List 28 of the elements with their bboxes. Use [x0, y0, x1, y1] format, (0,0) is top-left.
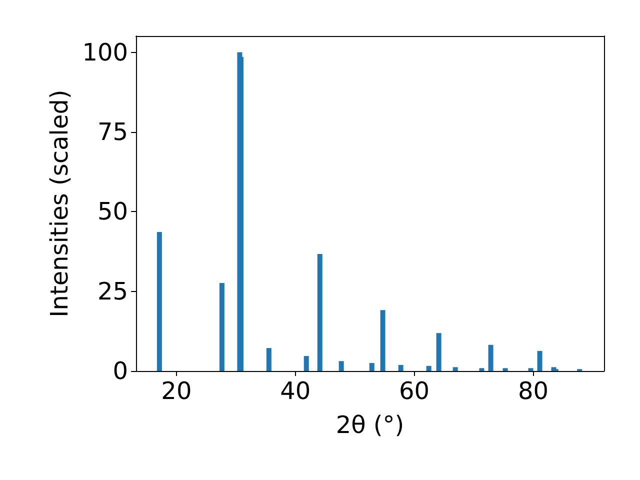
bar: [398, 364, 404, 371]
bar: [304, 356, 309, 371]
x-tick-label: 20: [161, 377, 192, 405]
x-tick-label: 40: [280, 377, 311, 405]
bar: [426, 366, 432, 371]
y-tick-label: 0: [112, 357, 128, 385]
bar: [338, 361, 344, 371]
bar: [488, 344, 494, 371]
bar: [436, 333, 442, 371]
bar: [479, 368, 484, 371]
x-tick-label: 80: [518, 377, 549, 405]
bar: [452, 367, 458, 371]
bar: [528, 368, 534, 371]
bar: [317, 254, 322, 371]
y-tick-label: 100: [82, 38, 128, 66]
bar: [380, 310, 386, 371]
y-tick-label: 75: [97, 118, 128, 146]
x-axis-title: 2θ (°): [336, 411, 404, 439]
y-axis-title: Intensities (scaled): [45, 90, 74, 318]
bar: [502, 368, 508, 371]
bar: [266, 348, 272, 371]
y-tick-label: 25: [97, 277, 128, 306]
x-tick-label: 60: [399, 377, 430, 405]
y-tick-label: 50: [97, 198, 128, 226]
bar: [537, 350, 542, 371]
bar: [219, 283, 224, 371]
bar: [369, 363, 374, 371]
bar: [156, 232, 162, 371]
